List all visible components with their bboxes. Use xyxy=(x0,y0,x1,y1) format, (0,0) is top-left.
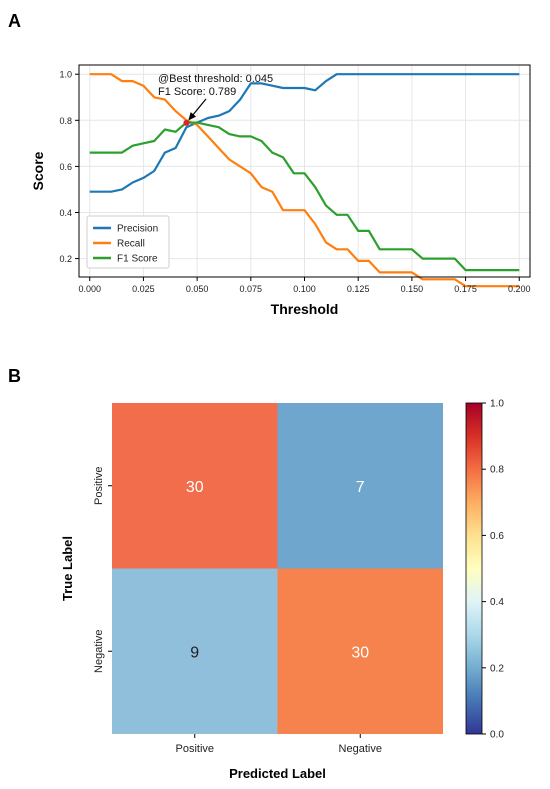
colorbar: 0.0 0.2 0.4 0.6 0.8 1.0 xyxy=(465,399,504,741)
x-tick-label: 0.125 xyxy=(347,284,370,294)
x-axis-label: Threshold xyxy=(271,301,339,317)
x-tick-label: 0.150 xyxy=(401,284,424,294)
y-tick-label: 0.4 xyxy=(59,208,72,218)
colorbar-tick-label: 0.4 xyxy=(490,597,504,608)
legend-label-recall: Recall xyxy=(117,239,145,250)
x-tick-label: 0.175 xyxy=(454,284,477,294)
colorbar-tick-label: 0.8 xyxy=(490,465,504,476)
best-threshold-annotation: @Best threshold: 0.045 F1 Score: 0.789 xyxy=(158,73,273,126)
series-line-f1-score xyxy=(89,121,520,272)
cell-value-label: 7 xyxy=(356,479,365,496)
y-tick-label: Positive xyxy=(93,466,105,505)
legend-label-f1-score: F1 Score xyxy=(117,254,158,265)
panel-b-label: B xyxy=(8,366,21,386)
x-tick-label: 0.100 xyxy=(293,284,316,294)
x-tick-label: 0.200 xyxy=(508,284,531,294)
colorbar-tick-label: 0.0 xyxy=(490,730,504,741)
cell-value-label: 30 xyxy=(351,644,369,661)
x-axis-ticks: 0.000 0.025 0.050 0.075 0.100 0.125 0.150 0.175… xyxy=(78,277,531,294)
colorbar-ticks: 0.0 0.2 0.4 0.6 0.8 1.0 xyxy=(482,399,504,741)
legend-label-precision: Precision xyxy=(117,224,158,235)
best-threshold-point xyxy=(183,119,190,126)
y-axis-ticks: 0.2 0.4 0.6 0.8 1.0 xyxy=(59,70,79,264)
colorbar-gradient xyxy=(465,402,483,735)
y-tick-label: Negative xyxy=(93,630,105,673)
x-tick-label: 0.000 xyxy=(78,284,101,294)
legend-items: Precision Recall F1 Score xyxy=(93,224,158,265)
series-line-recall xyxy=(89,73,520,288)
heatmap-cell xyxy=(112,568,278,734)
threshold-line-chart: 0.000 0.025 0.050 0.075 0.100 0.125 0.150 0.175… xyxy=(30,64,531,317)
y-tick-label: 1.0 xyxy=(59,70,72,80)
y-axis-label: Score xyxy=(30,151,46,190)
y-tick-label: 0.6 xyxy=(59,162,72,172)
annotation-arrowhead xyxy=(188,112,197,121)
panel-a-label: A xyxy=(8,11,21,31)
cell-value-label: 30 xyxy=(186,479,204,496)
x-tick-label: 0.050 xyxy=(186,284,209,294)
x-tick-label: Negative xyxy=(339,743,382,755)
x-axis-label: Predicted Label xyxy=(229,766,326,781)
heatmap-cell xyxy=(277,568,443,734)
series-line-precision xyxy=(89,73,520,193)
annotation-arrow xyxy=(191,98,207,117)
colorbar-tick-label: 0.2 xyxy=(490,663,504,674)
x-tick-label: 0.025 xyxy=(132,284,155,294)
y-tick-label: 0.8 xyxy=(59,116,72,126)
legend: Precision Recall F1 Score xyxy=(86,215,170,269)
y-axis-label: True Label xyxy=(60,536,75,601)
series-lines xyxy=(89,73,520,288)
colorbar-tick-label: 0.6 xyxy=(490,531,504,542)
heatmap-cells: 30 7 9 30 xyxy=(112,403,443,734)
y-axis-ticks: Positive Negative xyxy=(93,466,112,673)
y-tick-label: 0.2 xyxy=(59,254,72,264)
heatmap-cell xyxy=(112,403,278,569)
cell-value-label: 9 xyxy=(190,644,199,661)
annotation-f1-text: F1 Score: 0.789 xyxy=(158,86,236,98)
confusion-matrix-heatmap: 30 7 9 30 Positive Negative Positive Negative… xyxy=(60,399,504,782)
x-tick-label: 0.075 xyxy=(240,284,263,294)
annotation-threshold-text: @Best threshold: 0.045 xyxy=(158,73,273,85)
x-axis-ticks: Positive Negative xyxy=(175,734,382,755)
x-tick-label: Positive xyxy=(175,743,214,755)
colorbar-tick-label: 1.0 xyxy=(490,399,504,410)
heatmap-cell xyxy=(277,403,443,569)
